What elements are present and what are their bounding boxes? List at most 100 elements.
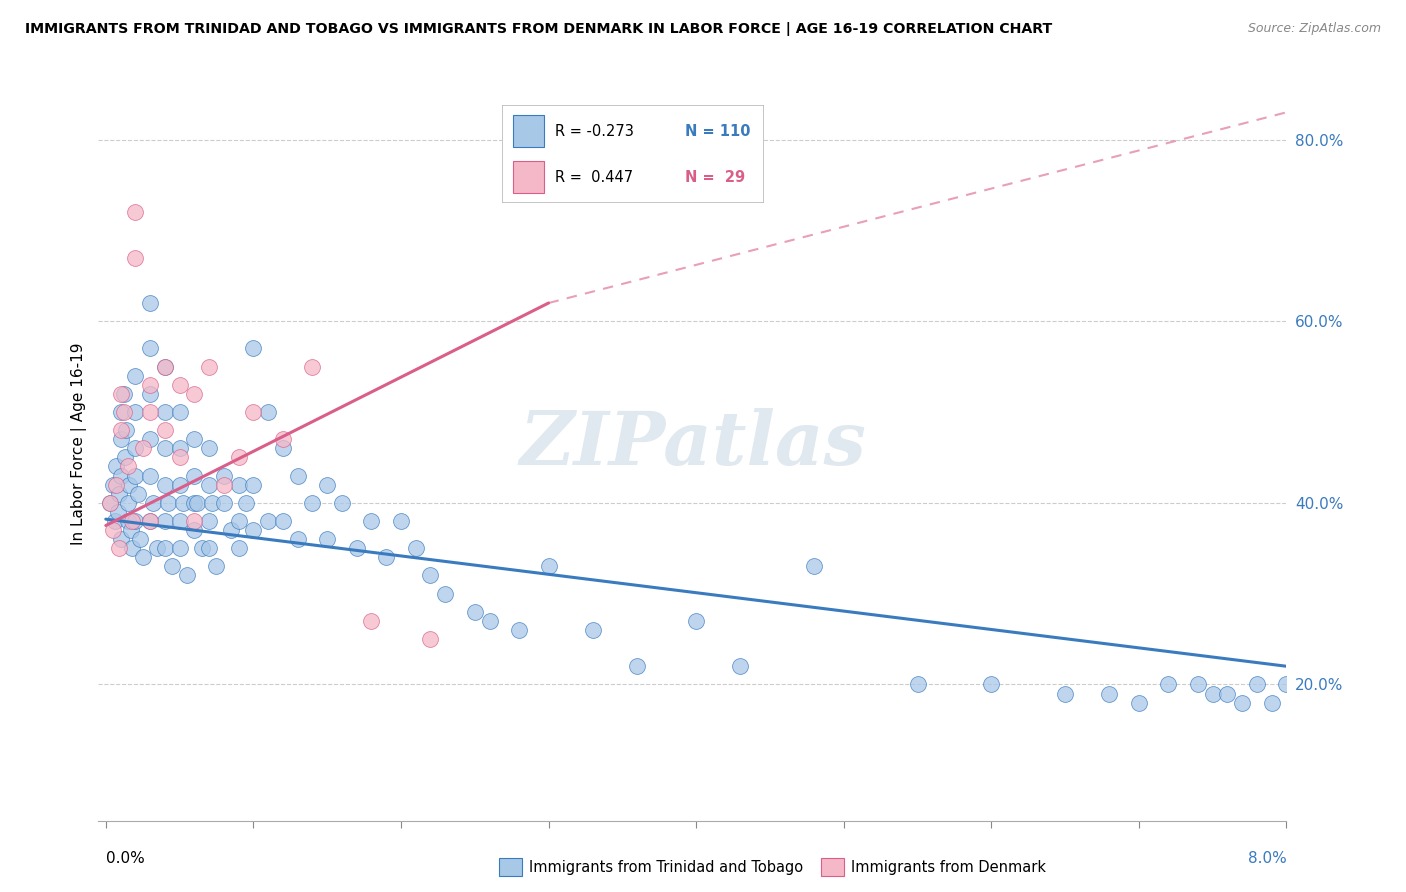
Text: ZIPatlas: ZIPatlas [519, 408, 866, 480]
Point [146, 541, 169, 556]
Point [183, 523, 205, 537]
Point [139, 405, 162, 419]
Point [198, 442, 221, 456]
Point [685, 614, 707, 628]
Point [121, 541, 143, 556]
Text: 8.0%: 8.0% [1247, 851, 1286, 866]
Point [212, 477, 235, 491]
Point [112, 405, 135, 419]
Text: Immigrants from Trinidad and Tobago: Immigrants from Trinidad and Tobago [529, 860, 803, 874]
Point [205, 559, 228, 574]
Point [120, 523, 142, 537]
Point [330, 496, 353, 510]
Point [389, 514, 412, 528]
Point [169, 377, 191, 392]
Point [176, 568, 198, 582]
Point [124, 368, 146, 383]
Point [301, 496, 323, 510]
Point [316, 477, 339, 491]
Point [105, 477, 128, 491]
Point [183, 514, 205, 528]
Point [1275, 677, 1298, 691]
Point [287, 468, 309, 483]
Point [242, 477, 264, 491]
Point [478, 614, 501, 628]
Point [198, 477, 221, 491]
Point [183, 432, 205, 446]
Point [346, 541, 368, 556]
Point [219, 523, 242, 537]
Point [228, 450, 250, 465]
Point [419, 632, 441, 646]
Point [1261, 696, 1284, 710]
Point [98, 496, 121, 510]
Text: Source: ZipAtlas.com: Source: ZipAtlas.com [1247, 22, 1381, 36]
Point [257, 514, 280, 528]
Point [626, 659, 648, 673]
Point [110, 468, 132, 483]
Point [508, 623, 530, 637]
Point [405, 541, 427, 556]
Point [117, 496, 139, 510]
Point [169, 541, 191, 556]
Point [139, 377, 162, 392]
Point [1216, 686, 1239, 700]
Point [172, 496, 194, 510]
Point [108, 486, 131, 500]
Point [242, 405, 264, 419]
Point [980, 677, 1002, 691]
Y-axis label: In Labor Force | Age 16-19: In Labor Force | Age 16-19 [72, 343, 87, 545]
Point [124, 405, 146, 419]
Point [235, 496, 257, 510]
Point [316, 532, 339, 546]
Point [271, 514, 294, 528]
Point [128, 532, 150, 546]
Point [169, 514, 191, 528]
Point [153, 359, 176, 374]
Point [287, 532, 309, 546]
Point [169, 405, 191, 419]
Point [212, 468, 235, 483]
Point [117, 514, 139, 528]
Point [105, 459, 128, 474]
Point [139, 468, 162, 483]
Point [419, 568, 441, 582]
Point [434, 586, 457, 600]
Point [121, 514, 143, 528]
Point [108, 541, 131, 556]
Point [139, 296, 162, 310]
Point [153, 514, 176, 528]
Point [124, 514, 146, 528]
Point [139, 432, 162, 446]
Point [730, 659, 752, 673]
Point [124, 251, 146, 265]
Point [110, 532, 132, 546]
Point [153, 423, 176, 437]
Point [169, 450, 191, 465]
Point [101, 477, 124, 491]
Point [183, 496, 205, 510]
Point [131, 550, 153, 565]
Point [1246, 677, 1268, 691]
Point [360, 614, 382, 628]
Point [139, 514, 162, 528]
Point [228, 477, 250, 491]
Point [124, 442, 146, 456]
Point [537, 559, 560, 574]
Point [198, 541, 221, 556]
Point [142, 496, 165, 510]
Point [301, 359, 323, 374]
Point [198, 359, 221, 374]
Point [160, 559, 183, 574]
Point [375, 550, 398, 565]
Point [183, 387, 205, 401]
Point [153, 442, 176, 456]
Point [1098, 686, 1121, 700]
Point [228, 514, 250, 528]
Point [110, 432, 132, 446]
Point [139, 387, 162, 401]
Point [117, 459, 139, 474]
Point [124, 468, 146, 483]
Point [131, 442, 153, 456]
Point [101, 523, 124, 537]
